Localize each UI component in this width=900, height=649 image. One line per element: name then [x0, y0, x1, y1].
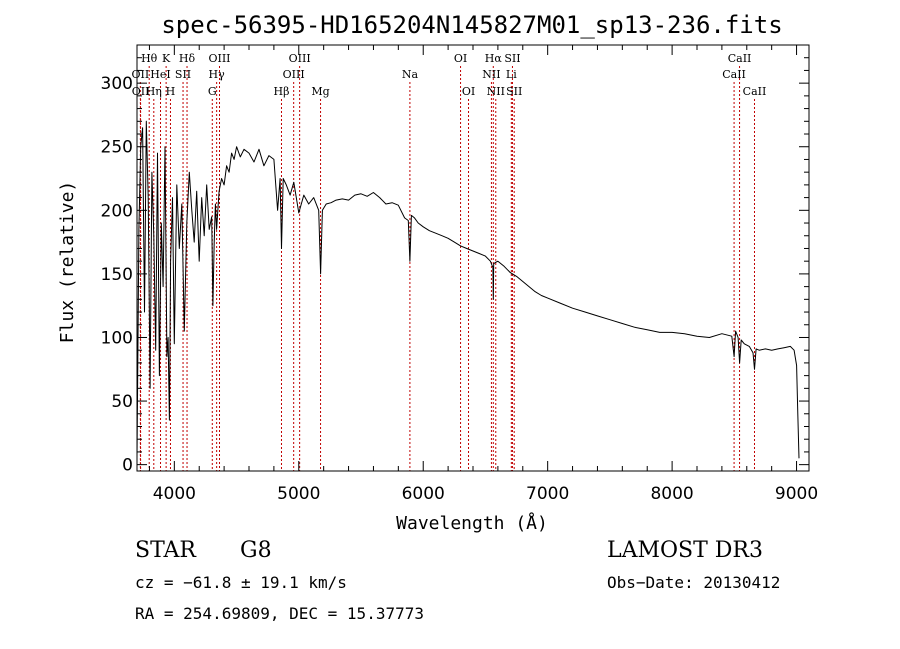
spectral-line-label: Hα [485, 52, 503, 65]
spectral-line-label: Mg [311, 85, 329, 98]
y-tick-label: 300 [101, 74, 133, 94]
survey-name: LAMOST DR3 [607, 538, 763, 563]
y-tick-label: 0 [122, 456, 133, 476]
spectral-line-label: NII [482, 68, 500, 81]
spectral-line-label: SII [504, 52, 520, 65]
spectral-line-label: OIII [208, 52, 230, 65]
spectral-line-label: OIII [289, 52, 311, 65]
x-tick-label: 5000 [277, 484, 320, 504]
spectral-line-labels: OII OII Hθ HeI Hη K H SII Hδ OIII Hγ G Hβ OIII OIII Mg N… [132, 52, 767, 98]
x-tick-label: 4000 [153, 484, 196, 504]
spectral-line-label: Hδ [179, 52, 196, 65]
chart-title: spec-56395-HD165204N145827M01_sp13-236.f… [161, 11, 782, 39]
y-tick-label: 100 [101, 328, 133, 348]
x-tick-label: 7000 [526, 484, 569, 504]
spectral-line-label: OII [132, 68, 150, 81]
spectral-line-label: OI [462, 85, 475, 98]
spectral-line-label: OIII [283, 68, 305, 81]
spectral-class: G8 [240, 538, 272, 563]
spectral-line-label: CaII [728, 52, 752, 65]
sky-coordinates: RA = 254.69809, DEC = 15.37773 [135, 604, 424, 623]
spectral-line-label: Hβ [274, 85, 290, 98]
object-type: STAR [135, 538, 196, 563]
spectral-line-label: Na [402, 68, 419, 81]
spectral-line-label: Hη [146, 85, 162, 98]
spectral-line-label: SII [175, 68, 191, 81]
y-tick-label: 250 [101, 138, 133, 158]
y-tick-label: 50 [111, 392, 133, 412]
spectral-line-label: Li [506, 68, 517, 81]
y-axis-label: Flux (relative) [57, 181, 78, 344]
spectral-line-label: NII [487, 85, 505, 98]
spectral-line-label: CaII [722, 68, 746, 81]
spectral-line-label: Hγ [209, 68, 226, 81]
spectral-line-label: HeI [150, 68, 170, 81]
spectrum-series [136, 120, 800, 459]
x-tick-label: 6000 [402, 484, 445, 504]
spectral-line-label: K [162, 52, 171, 65]
y-axis-ticks: 0 50 100 150 200 250 300 [101, 57, 809, 476]
spectral-line-markers [139, 66, 755, 471]
spectral-line-label: OI [454, 52, 467, 65]
x-axis-ticks: 4000 5000 6000 7000 8000 9000 [148, 45, 818, 504]
y-tick-label: 200 [101, 201, 133, 221]
x-tick-label: 8000 [650, 484, 693, 504]
x-tick-label: 9000 [775, 484, 818, 504]
spectral-line-label: OII [132, 85, 150, 98]
flux-series-line [136, 120, 800, 459]
y-tick-label: 150 [101, 265, 133, 285]
spectral-line-label: CaII [743, 85, 767, 98]
spectral-line-label: SII [506, 85, 522, 98]
x-axis-label: Wavelength (Å) [396, 512, 548, 534]
spectral-line-label: H [166, 85, 176, 98]
spectral-line-label: Hθ [141, 52, 158, 65]
spectral-line-label: G [208, 85, 217, 98]
plot-frame [136, 44, 810, 472]
observation-date: Obs−Date: 20130412 [607, 573, 781, 592]
redshift-value: cz = −61.8 ± 19.1 km/s [135, 573, 347, 592]
